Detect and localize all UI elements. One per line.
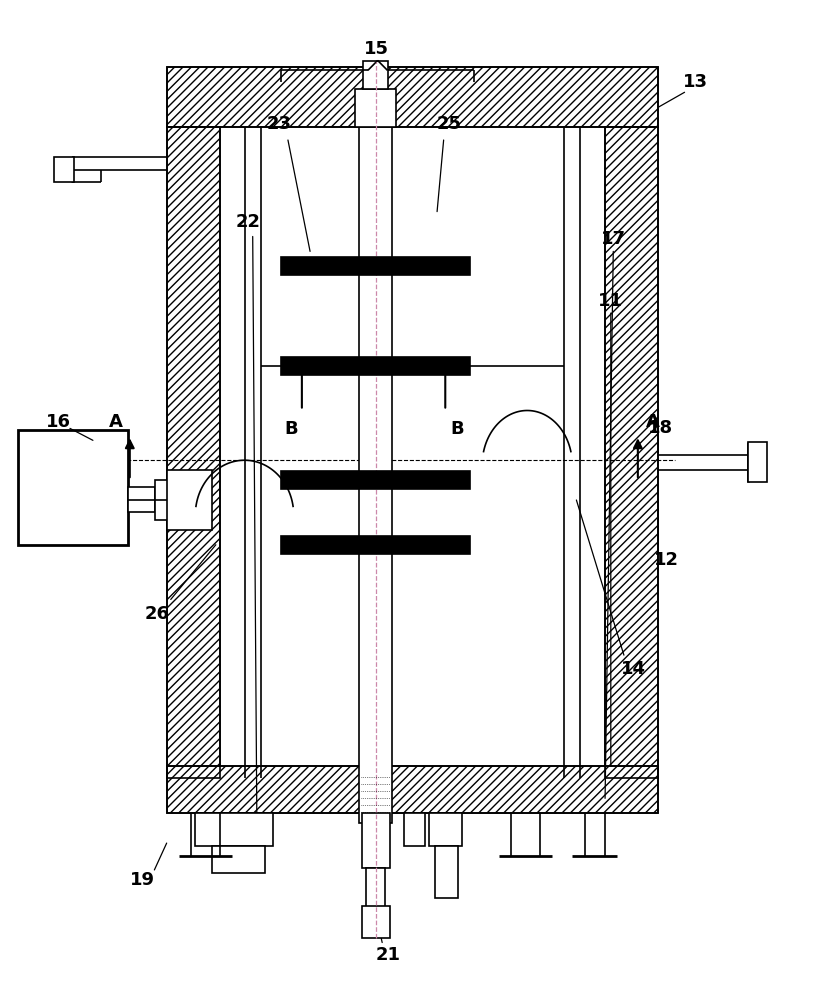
Text: A: A <box>109 413 123 431</box>
Text: B: B <box>285 420 298 438</box>
Text: 13: 13 <box>683 73 708 91</box>
Bar <box>436 846 459 898</box>
Text: 25: 25 <box>437 115 462 133</box>
Bar <box>605 127 658 778</box>
Bar <box>167 766 658 813</box>
Text: 26: 26 <box>144 605 169 623</box>
Bar <box>429 813 462 846</box>
Bar <box>54 157 74 182</box>
Bar <box>155 480 186 520</box>
Text: B: B <box>450 420 464 438</box>
Text: 19: 19 <box>130 871 154 889</box>
Text: 11: 11 <box>598 292 624 310</box>
Text: 17: 17 <box>601 230 626 248</box>
Bar <box>281 257 470 275</box>
Bar <box>281 357 470 375</box>
Text: 21: 21 <box>375 946 400 964</box>
Bar <box>355 89 396 127</box>
Bar <box>17 430 128 545</box>
Text: 15: 15 <box>364 40 389 58</box>
Bar <box>167 67 658 127</box>
Bar <box>605 127 658 778</box>
Bar <box>361 813 389 868</box>
Bar <box>128 487 155 512</box>
Bar <box>167 127 220 778</box>
Bar <box>748 442 766 482</box>
Text: A: A <box>646 413 659 431</box>
Bar <box>167 127 220 778</box>
Text: 14: 14 <box>621 660 646 678</box>
Text: 16: 16 <box>46 413 71 431</box>
Text: 24: 24 <box>359 115 384 133</box>
Text: 23: 23 <box>266 115 291 133</box>
Bar <box>365 868 385 908</box>
Bar <box>167 67 658 127</box>
Bar <box>167 766 658 813</box>
Bar <box>363 61 388 89</box>
Bar <box>167 470 212 530</box>
Bar <box>196 813 273 846</box>
Bar <box>361 906 389 938</box>
Bar <box>281 536 470 554</box>
Text: 12: 12 <box>654 551 679 569</box>
Bar <box>212 846 265 873</box>
Text: 22: 22 <box>236 213 261 231</box>
Bar <box>281 471 470 489</box>
Text: 18: 18 <box>648 419 673 437</box>
Bar <box>404 813 425 846</box>
Bar <box>359 127 392 823</box>
